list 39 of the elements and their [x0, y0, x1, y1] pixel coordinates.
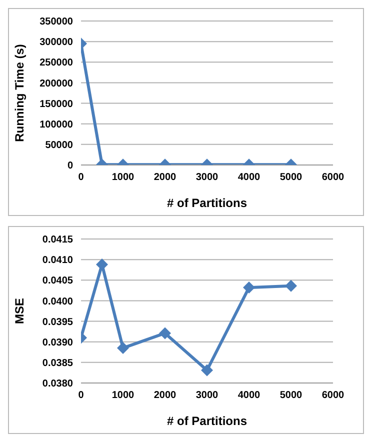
x-tick-label: 6000 — [322, 172, 345, 184]
y-tick-label: 300000 — [40, 37, 74, 48]
x-tick-label: 0 — [78, 390, 84, 402]
y-tick-label: 0.0395 — [42, 316, 74, 328]
x-tick-label: 5000 — [280, 390, 303, 402]
x-tick-label: 1000 — [112, 172, 135, 184]
point — [285, 280, 297, 292]
point — [117, 342, 129, 354]
x-tick-label: 4000 — [238, 390, 261, 402]
point — [201, 364, 213, 376]
y-tick-label: 0.0385 — [42, 358, 74, 369]
y-tick-label: 0.0390 — [42, 337, 74, 348]
x-tick-label: 2000 — [154, 172, 177, 184]
x-tick-label: 3000 — [196, 390, 219, 402]
x-tick-label: 3000 — [196, 172, 219, 184]
y-tick-label: 0.0415 — [42, 234, 74, 246]
y-tick-label: 50000 — [45, 140, 74, 151]
y-axis-title: Running Time (s) — [12, 44, 26, 142]
x-axis-title: # of Partitions — [166, 196, 248, 210]
y-tick-label: 0.0405 — [42, 276, 74, 287]
x-tick-label: 2000 — [154, 390, 177, 402]
y-tick-label: 0.0400 — [42, 296, 74, 308]
point — [159, 327, 171, 340]
y-tick-label: 0.0380 — [42, 378, 74, 390]
y-tick-label: 100000 — [40, 119, 74, 130]
x-tick-label: 6000 — [322, 390, 345, 402]
y-tick-label: 0.0410 — [42, 255, 74, 266]
y-tick-label: 350000 — [40, 16, 74, 28]
y-tick-label: 150000 — [40, 98, 74, 110]
x-tick-label: 5000 — [280, 172, 303, 184]
x-tick-label: 1000 — [112, 390, 135, 402]
point — [243, 282, 255, 294]
y-tick-label: 0 — [67, 160, 74, 172]
y-axis-title: MSE — [12, 298, 26, 324]
x-tick-label: 0 — [78, 172, 84, 184]
x-axis-title: # of Partitions — [166, 414, 248, 428]
y-tick-label: 200000 — [40, 78, 74, 90]
y-tick-label: 250000 — [40, 58, 74, 69]
x-tick-label: 4000 — [238, 172, 261, 184]
